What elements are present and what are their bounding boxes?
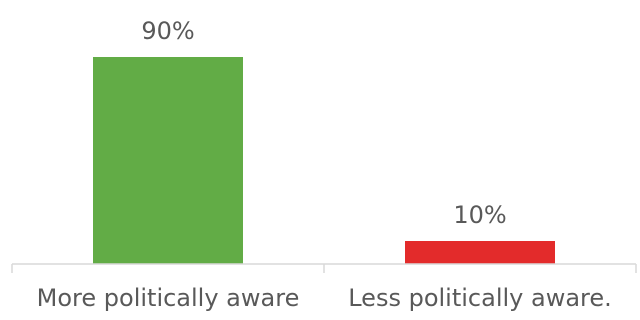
category-labels-group: More politically aware Less politically a… — [37, 284, 612, 312]
bar-2 — [405, 241, 555, 264]
bar-1 — [93, 57, 243, 264]
bars-group — [93, 57, 555, 264]
x-axis-ticks — [11, 264, 637, 273]
category-label-2: Less politically aware. — [348, 284, 612, 312]
data-label-2: 10% — [453, 201, 506, 229]
category-label-1: More politically aware — [37, 284, 300, 312]
data-label-1: 90% — [141, 17, 194, 45]
data-labels-group: 90% 10% — [141, 17, 506, 229]
